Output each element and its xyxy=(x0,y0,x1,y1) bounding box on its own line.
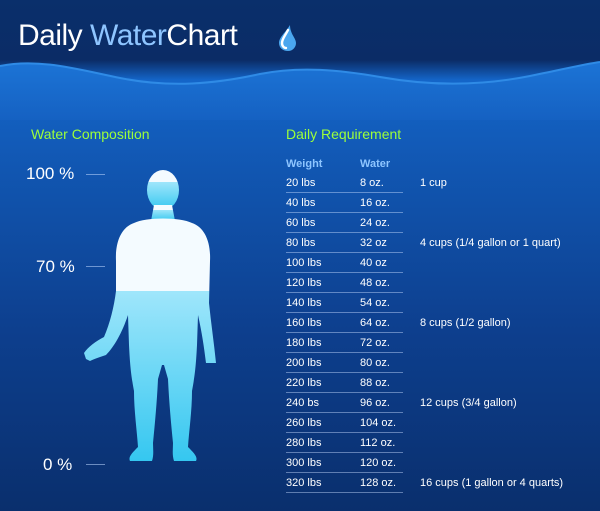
table-row: 300 lbs 120 oz. xyxy=(284,453,584,473)
note-cell: 8 cups (1/2 gallon) xyxy=(420,317,511,329)
row-divider xyxy=(286,392,403,393)
weight-cell: 220 lbs xyxy=(286,377,322,389)
weight-cell: 260 lbs xyxy=(286,417,322,429)
note-cell: 16 cups (1 gallon or 4 quarts) xyxy=(420,477,564,489)
water-cell: 104 oz. xyxy=(360,417,397,429)
note-cell: 12 cups (3/4 gallon) xyxy=(420,397,517,409)
page-title: Daily WaterChart xyxy=(18,18,238,54)
note-cell: 1 cup xyxy=(420,177,447,189)
water-cell: 88 oz. xyxy=(360,377,390,389)
row-divider xyxy=(286,432,403,433)
weight-cell: 120 lbs xyxy=(286,277,322,289)
weight-cell: 300 lbs xyxy=(286,457,322,469)
water-drop-icon xyxy=(279,25,296,51)
water-cell: 72 oz. xyxy=(360,337,390,349)
row-divider xyxy=(286,292,403,293)
weight-cell: 200 lbs xyxy=(286,357,322,369)
row-divider xyxy=(286,212,403,213)
table-row: 60 lbs 24 oz. xyxy=(284,213,584,233)
weight-cell: 280 lbs xyxy=(286,437,322,449)
row-divider xyxy=(286,412,403,413)
water-cell: 8 oz. xyxy=(360,177,384,189)
water-cell: 32 oz xyxy=(360,237,387,249)
row-divider xyxy=(286,452,403,453)
water-cell: 128 oz. xyxy=(360,477,397,489)
weight-cell: 40 lbs xyxy=(286,197,316,209)
table-row: 40 lbs 16 oz. xyxy=(284,193,584,213)
water-cell: 54 oz. xyxy=(360,297,390,309)
row-divider xyxy=(286,332,403,333)
row-divider xyxy=(286,372,403,373)
table-row: 320 lbs 128 oz. 16 cups (1 gallon or 4 qua… xyxy=(284,473,584,493)
water-cell: 96 oz. xyxy=(360,397,390,409)
water-cell: 120 oz. xyxy=(360,457,397,469)
weight-cell: 160 lbs xyxy=(286,317,322,329)
table-row: 260 lbs 104 oz. xyxy=(284,413,584,433)
table-row: 220 lbs 88 oz. xyxy=(284,373,584,393)
water-cell: 40 oz xyxy=(360,257,387,269)
weight-cell: 320 lbs xyxy=(286,477,322,489)
weight-cell: 80 lbs xyxy=(286,237,316,249)
water-composition-heading: Water Composition xyxy=(31,126,150,142)
row-divider xyxy=(286,312,403,313)
row-divider xyxy=(286,472,403,473)
table-row: 80 lbs 32 oz 4 cups (1/4 gallon or 1 quart… xyxy=(284,233,584,253)
note-cell: 4 cups (1/4 gallon or 1 quart) xyxy=(420,237,561,249)
percent-tick-0 xyxy=(86,464,105,465)
column-header-water: Water xyxy=(360,158,391,170)
percent-marker-100: 100 % xyxy=(26,164,75,183)
title-part-chart: Chart xyxy=(166,19,238,52)
weight-cell: 60 lbs xyxy=(286,217,316,229)
weight-cell: 100 lbs xyxy=(286,257,322,269)
column-header-weight: Weight xyxy=(286,158,323,170)
water-cell: 16 oz. xyxy=(360,197,390,209)
human-figure-icon xyxy=(84,170,216,461)
table-row: 280 lbs 112 oz. xyxy=(284,433,584,453)
table-row: 180 lbs 72 oz. xyxy=(284,333,584,353)
table-row: 240 bs 96 oz. 12 cups (3/4 gallon) xyxy=(284,393,584,413)
row-divider xyxy=(286,232,403,233)
table-row: 120 lbs 48 oz. xyxy=(284,273,584,293)
row-divider xyxy=(286,352,403,353)
water-cell: 24 oz. xyxy=(360,217,390,229)
water-cell: 112 oz. xyxy=(360,437,396,449)
row-divider xyxy=(286,492,403,493)
row-divider xyxy=(286,272,403,273)
percent-tick-100 xyxy=(86,174,105,175)
percent-marker-70: 70 % xyxy=(36,257,75,276)
weight-cell: 240 bs xyxy=(286,397,320,409)
title-part-water: Water xyxy=(90,19,167,52)
table-row: 20 lbs 8 oz. 1 cup xyxy=(284,173,584,193)
water-cell: 80 oz. xyxy=(360,357,390,369)
water-cell: 48 oz. xyxy=(360,277,390,289)
weight-cell: 20 lbs xyxy=(286,177,316,189)
water-cell: 64 oz. xyxy=(360,317,390,329)
table-row: 160 lbs 64 oz. 8 cups (1/2 gallon) xyxy=(284,313,584,333)
wave-band xyxy=(0,61,600,120)
daily-requirement-heading: Daily Requirement xyxy=(286,126,402,142)
requirement-table: 20 lbs 8 oz. 1 cup 40 lbs 16 oz. 60 lbs 24 oz.… xyxy=(284,173,584,493)
row-divider xyxy=(286,252,403,253)
weight-cell: 140 lbs xyxy=(286,297,322,309)
weight-cell: 180 lbs xyxy=(286,337,322,349)
row-divider xyxy=(286,192,403,193)
percent-marker-0: 0 % xyxy=(43,455,73,474)
percent-tick-70 xyxy=(86,266,105,267)
table-row: 140 lbs 54 oz. xyxy=(284,293,584,313)
table-row: 100 lbs 40 oz xyxy=(284,253,584,273)
table-row: 200 lbs 80 oz. xyxy=(284,353,584,373)
title-part-daily: Daily xyxy=(18,19,91,52)
